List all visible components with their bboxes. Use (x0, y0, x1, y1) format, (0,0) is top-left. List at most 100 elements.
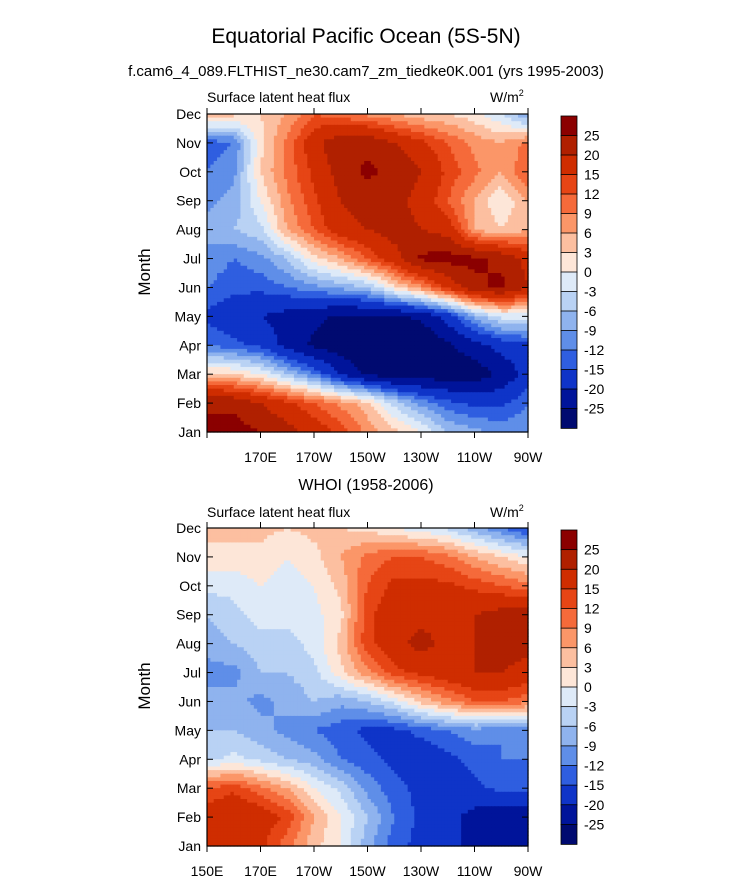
heatmap-cell (271, 240, 275, 244)
heatmap-cell (485, 215, 489, 219)
heatmap-cell (451, 248, 455, 252)
heatmap-cell (297, 132, 301, 136)
heatmap-cell (237, 136, 241, 140)
heatmap-cell (324, 212, 328, 216)
heatmap-cell (291, 240, 295, 244)
heatmap-cell (344, 284, 348, 288)
heatmap-cell (478, 154, 482, 158)
heatmap-cell (404, 125, 408, 129)
heatmap-cell (334, 147, 338, 151)
heatmap-cell (378, 121, 382, 125)
heatmap-cell (317, 175, 321, 179)
heatmap-cell (404, 222, 408, 226)
heatmap-cell (244, 240, 248, 244)
heatmap-cell (317, 197, 321, 201)
heatmap-cell (451, 154, 455, 158)
heatmap-cell (237, 240, 241, 244)
heatmap-cell (281, 248, 285, 252)
panel-model-heatmap (207, 114, 529, 433)
heatmap-cell (307, 161, 311, 165)
heatmap-cell (378, 233, 382, 237)
heatmap-cell (361, 197, 365, 201)
heatmap-cell (441, 240, 445, 244)
heatmap-cell (227, 125, 231, 129)
heatmap-cell (424, 183, 428, 187)
heatmap-cell (404, 226, 408, 230)
heatmap-cell (388, 121, 392, 125)
heatmap-cell (344, 262, 348, 266)
heatmap-cell (291, 298, 295, 302)
heatmap-cell (237, 204, 241, 208)
heatmap-cell (210, 147, 214, 151)
heatmap-cell (351, 298, 355, 302)
heatmap-cell (291, 161, 295, 165)
heatmap-cell (324, 284, 328, 288)
heatmap-cell (227, 157, 231, 161)
heatmap-cell (254, 165, 258, 169)
heatmap-cell (398, 219, 402, 223)
heatmap-cell (351, 280, 355, 284)
heatmap-cell (511, 154, 515, 158)
heatmap-cell (237, 280, 241, 284)
heatmap-cell (227, 150, 231, 154)
heatmap-cell (344, 208, 348, 212)
heatmap-cell (495, 204, 499, 208)
heatmap-cell (424, 259, 428, 263)
heatmap-cell (317, 222, 321, 226)
heatmap-cell (478, 280, 482, 284)
heatmap-cell (521, 240, 525, 244)
heatmap-cell (431, 179, 435, 183)
heatmap-cell (495, 277, 499, 281)
heatmap-cell (281, 277, 285, 281)
heatmap-cell (441, 266, 445, 270)
heatmap-cell (254, 244, 258, 248)
heatmap-cell (351, 136, 355, 140)
heatmap-cell (344, 226, 348, 230)
heatmap-cell (291, 259, 295, 263)
heatmap-cell (361, 179, 365, 183)
heatmap-cell (281, 262, 285, 266)
heatmap-cell (511, 118, 515, 122)
heatmap-cell (495, 154, 499, 158)
heatmap-cell (388, 139, 392, 143)
heatmap-cell (237, 284, 241, 288)
heatmap-cell (485, 139, 489, 143)
heatmap-cell (431, 215, 435, 219)
heatmap-cell (254, 266, 258, 270)
heatmap-cell (414, 240, 418, 244)
heatmap-cell (227, 226, 231, 230)
heatmap-cell (254, 154, 258, 158)
heatmap-cell (521, 230, 525, 234)
heatmap-cell (244, 179, 248, 183)
heatmap-cell (388, 280, 392, 284)
heatmap-cell (324, 125, 328, 129)
heatmap-cell (505, 248, 509, 252)
heatmap-cell (505, 277, 509, 281)
heatmap-cell (324, 143, 328, 147)
heatmap-cell (281, 132, 285, 136)
heatmap-cell (254, 114, 258, 118)
heatmap-cell (371, 143, 375, 147)
heatmap-cell (424, 280, 428, 284)
heatmap-cell (378, 237, 382, 241)
heatmap-cell (307, 125, 311, 129)
heatmap-cell (371, 262, 375, 266)
heatmap-cell (451, 262, 455, 266)
heatmap-cell (244, 284, 248, 288)
heatmap-cell (404, 143, 408, 147)
heatmap-cell (458, 125, 462, 129)
heatmap-cell (227, 208, 231, 212)
heatmap-cell (237, 233, 241, 237)
heatmap-cell (468, 150, 472, 154)
heatmap-cell (398, 284, 402, 288)
heatmap-cell (478, 121, 482, 125)
heatmap-cell (361, 255, 365, 259)
heatmap-cell (237, 172, 241, 176)
heatmap-cell (297, 125, 301, 129)
heatmap-cell (281, 291, 285, 295)
heatmap-cell (495, 287, 499, 291)
heatmap-cell (505, 183, 509, 187)
heatmap-cell (237, 298, 241, 302)
heatmap-cell (227, 186, 231, 190)
heatmap-cell (441, 277, 445, 281)
